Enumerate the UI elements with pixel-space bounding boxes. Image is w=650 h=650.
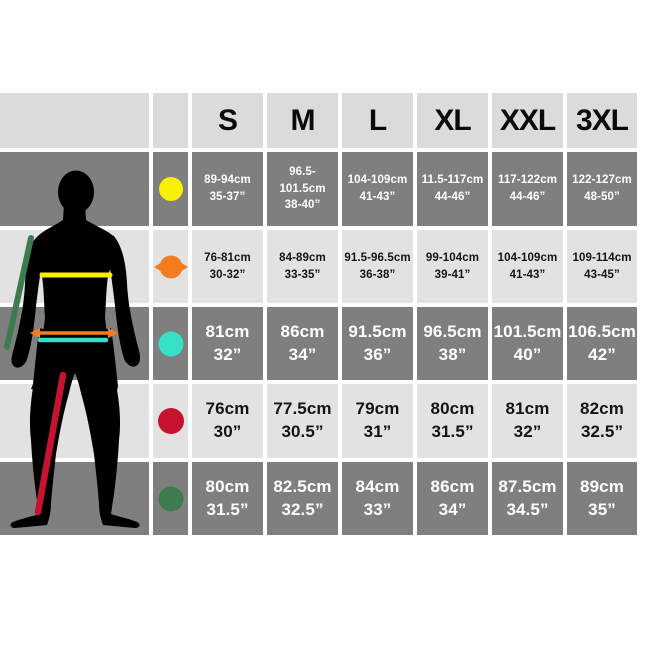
size-label-l: L bbox=[368, 103, 387, 137]
figure-band-inside-leg bbox=[0, 384, 149, 458]
size-label-xl: XL bbox=[434, 103, 471, 137]
sleeve-marker-icon bbox=[158, 486, 183, 511]
size-label-3xl: 3XL bbox=[575, 103, 629, 137]
cell-waist-l: 91.5-96.5cm 36-38” bbox=[342, 230, 413, 303]
cell-chest-s: 89-94cm 35-37” bbox=[192, 152, 263, 226]
sleeve-measurement-line bbox=[4, 235, 34, 350]
cell-inside-leg-xxl: 81cm 32” bbox=[492, 384, 563, 458]
cell-chest-xl: 11.5-117cm 44-46” bbox=[417, 152, 488, 226]
size-label-s: S bbox=[217, 103, 238, 137]
column-header-xl: XL bbox=[417, 93, 488, 148]
seat-marker-cell bbox=[153, 307, 188, 380]
cell-chest-3xl: 122-127cm 48-50” bbox=[567, 152, 637, 226]
silhouette-head bbox=[58, 170, 94, 214]
waist-marker-cell bbox=[153, 230, 188, 303]
body-silhouette bbox=[4, 170, 141, 528]
cell-seat-m: 86cm 34” bbox=[267, 307, 338, 380]
silhouette-shorts bbox=[31, 328, 118, 393]
column-header-m: M bbox=[267, 93, 338, 148]
cell-seat-s: 81cm 32” bbox=[192, 307, 263, 380]
cell-chest-l: 104-109cm 41-43” bbox=[342, 152, 413, 226]
cell-sleeve-l: 84cm 33” bbox=[342, 462, 413, 535]
cell-waist-m: 84-89cm 33-35” bbox=[267, 230, 338, 303]
silhouette-right-arm bbox=[108, 235, 141, 367]
cell-waist-s: 76-81cm 30-32” bbox=[192, 230, 263, 303]
cell-sleeve-3xl: 89cm 35” bbox=[567, 462, 637, 535]
waist-measurement-line bbox=[30, 327, 118, 339]
marker-column-header bbox=[153, 93, 188, 148]
cell-seat-3xl: 106.5cm 42” bbox=[567, 307, 637, 380]
column-header-s: S bbox=[192, 93, 263, 148]
silhouette-left-arm bbox=[11, 236, 43, 368]
inside-leg-marker-cell bbox=[153, 384, 188, 458]
silhouette-torso bbox=[29, 204, 120, 367]
size-label-m: M bbox=[290, 103, 316, 137]
size-label-xxl: XXL bbox=[499, 103, 556, 137]
cell-waist-3xl: 109-114cm 43-45” bbox=[567, 230, 637, 303]
cell-seat-xl: 96.5cm 38” bbox=[417, 307, 488, 380]
sleeve-marker-cell bbox=[153, 462, 188, 535]
column-header-3xl: 3XL bbox=[567, 93, 637, 148]
size-chart-table: S M L XL XXL 3XL 89-94cm 35-37” 96.5-101.… bbox=[0, 93, 637, 535]
cell-inside-leg-l: 79cm 31” bbox=[342, 384, 413, 458]
chest-marker-icon bbox=[158, 177, 183, 201]
cell-chest-xxl: 117-122cm 44-46” bbox=[492, 152, 563, 226]
figure-column-header bbox=[0, 93, 149, 148]
silhouette-right-leg bbox=[81, 390, 140, 528]
cell-inside-leg-3xl: 82cm 32.5” bbox=[567, 384, 637, 458]
cell-sleeve-xl: 86cm 34” bbox=[417, 462, 488, 535]
seat-marker-icon bbox=[158, 331, 183, 356]
chest-marker-cell bbox=[153, 152, 188, 226]
cell-sleeve-xxl: 87.5cm 34.5” bbox=[492, 462, 563, 535]
cell-inside-leg-m: 77.5cm 30.5” bbox=[267, 384, 338, 458]
cell-sleeve-m: 82.5cm 32.5” bbox=[267, 462, 338, 535]
column-header-xxl: XXL bbox=[492, 93, 563, 148]
column-header-l: L bbox=[342, 93, 413, 148]
waist-marker-icon bbox=[153, 255, 188, 278]
cell-sleeve-s: 80cm 31.5” bbox=[192, 462, 263, 535]
cell-inside-leg-xl: 80cm 31.5” bbox=[417, 384, 488, 458]
cell-inside-leg-s: 76cm 30” bbox=[192, 384, 263, 458]
cell-chest-m: 96.5-101.5cm 38-40” bbox=[267, 152, 338, 226]
cell-seat-xxl: 101.5cm 40” bbox=[492, 307, 563, 380]
inside-leg-measurement-line bbox=[34, 371, 67, 516]
cell-waist-xl: 99-104cm 39-41” bbox=[417, 230, 488, 303]
cell-seat-l: 91.5cm 36” bbox=[342, 307, 413, 380]
inside-leg-marker-icon bbox=[157, 408, 184, 434]
cell-waist-xxl: 104-109cm 41-43” bbox=[492, 230, 563, 303]
